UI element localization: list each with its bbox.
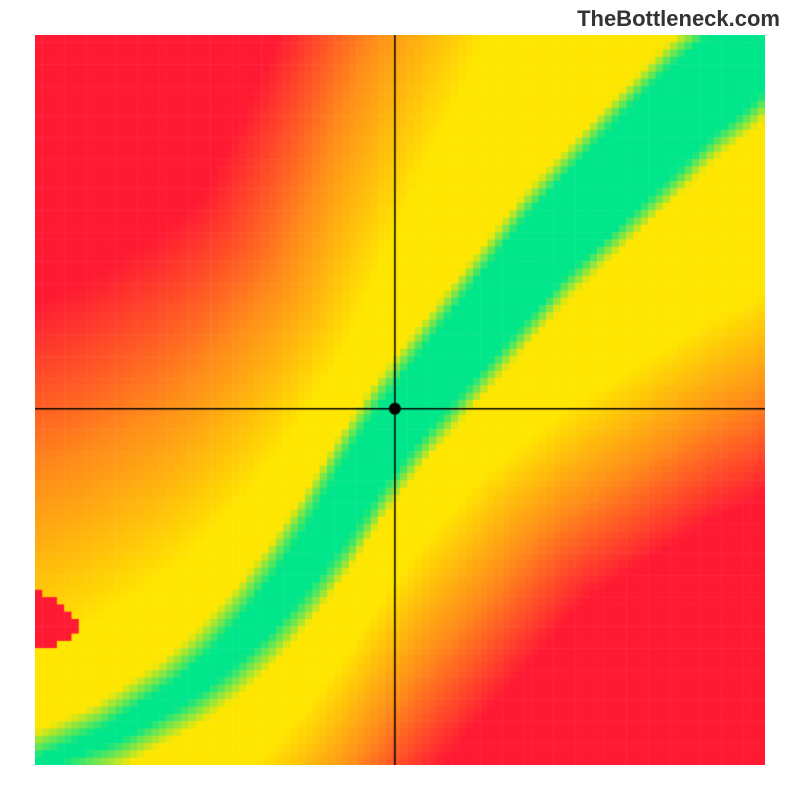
heatmap-plot <box>35 35 765 765</box>
attribution-text: TheBottleneck.com <box>577 6 780 32</box>
heatmap-canvas <box>35 35 765 765</box>
chart-container: TheBottleneck.com <box>0 0 800 800</box>
